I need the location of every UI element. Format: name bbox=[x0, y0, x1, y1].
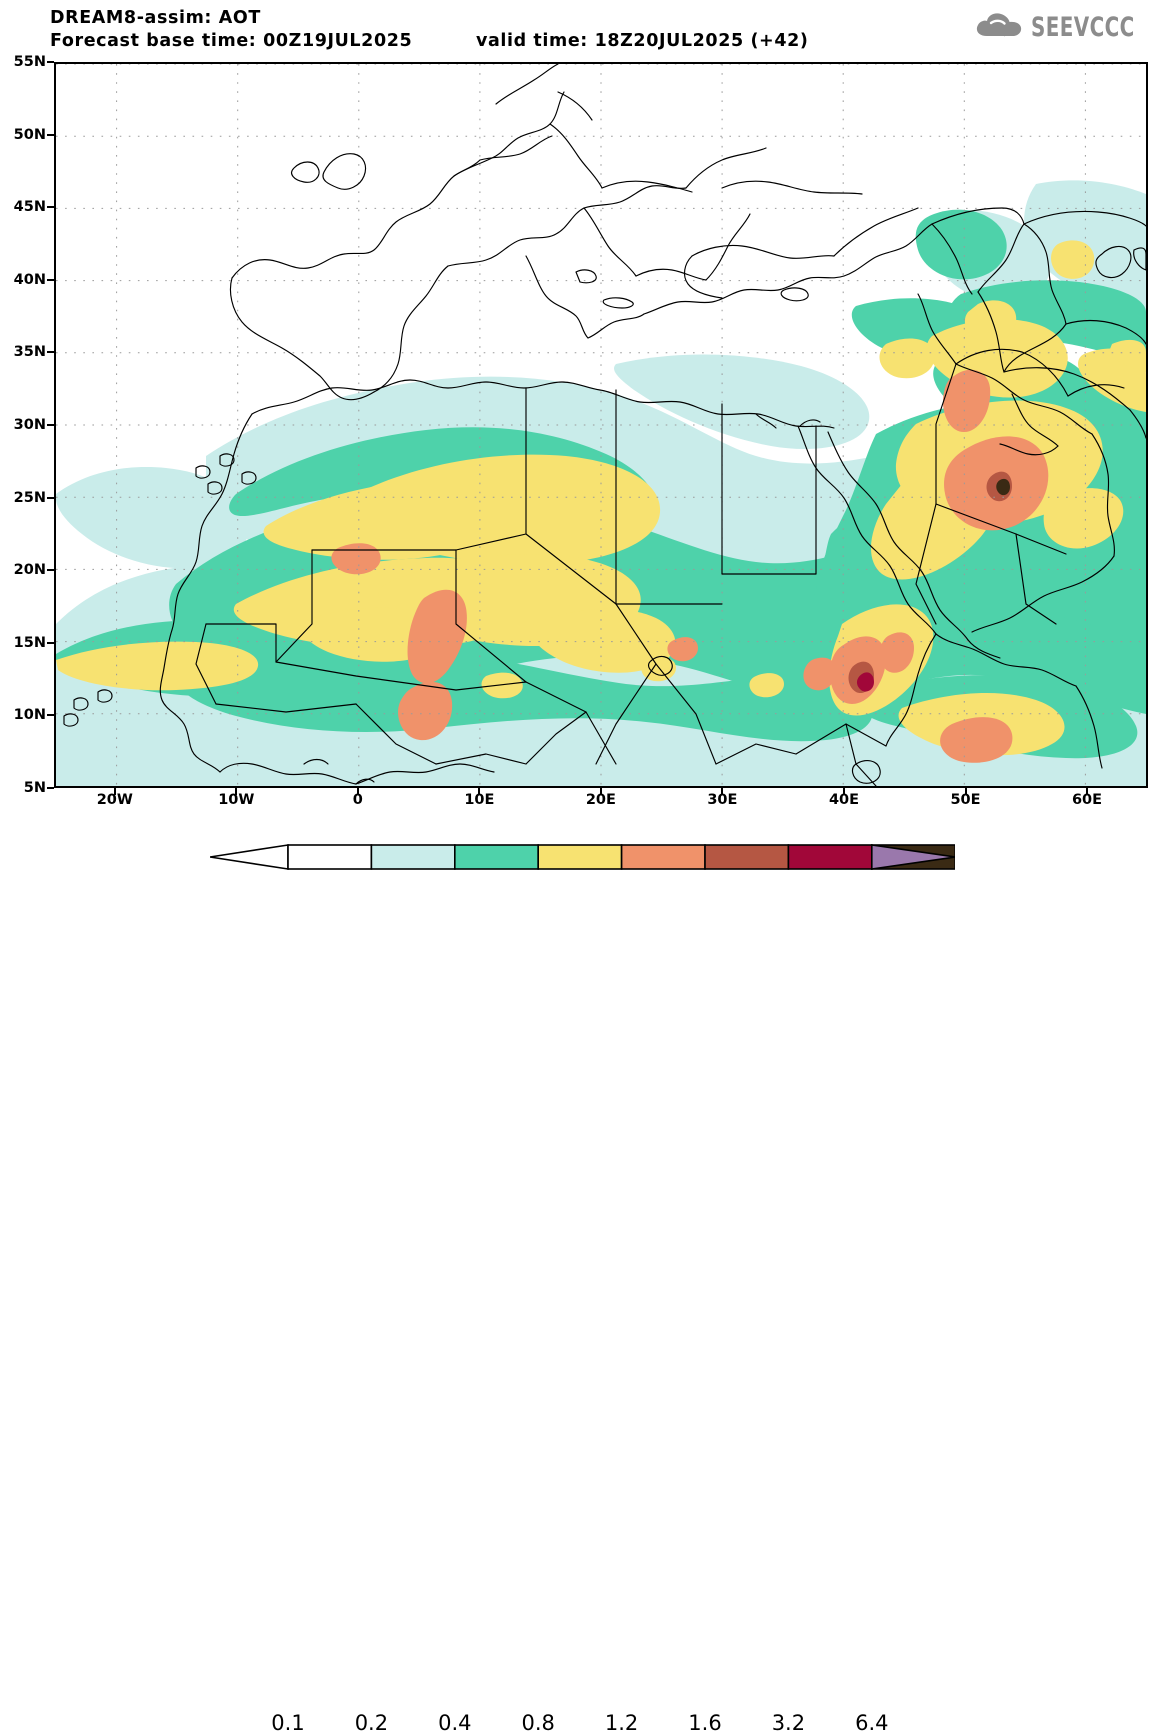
xtick-mark bbox=[113, 788, 116, 795]
aot-colorbar[interactable]: 0.1 0.2 0.4 0.8 1.2 1.6 3.2 6.4 bbox=[210, 843, 955, 1735]
colorbar-label-0.8: 0.8 bbox=[521, 1711, 555, 1735]
ytick-label-10n: 10N bbox=[13, 707, 46, 724]
axis-labels-layer: 55N 50N 45N 40N 35N 30N 25N 20N 15N 10N … bbox=[13, 54, 1103, 808]
forecast-base-time-label: Forecast base time: 00Z19JUL2025 bbox=[50, 31, 413, 51]
xtick-label-10w: 10W bbox=[218, 792, 255, 808]
colorbar-label-3.2: 3.2 bbox=[771, 1711, 806, 1735]
band-0.8 bbox=[331, 369, 1049, 763]
aot-contour-bands bbox=[56, 180, 1146, 786]
ytick-label-20n: 20N bbox=[13, 562, 46, 579]
xtick-label-10e: 10E bbox=[464, 792, 495, 808]
ytick-mark bbox=[47, 424, 54, 426]
xtick-mark bbox=[356, 788, 359, 795]
ytick-mark bbox=[47, 569, 54, 572]
ytick-mark bbox=[47, 206, 54, 209]
ytick-label-15n: 15N bbox=[13, 634, 46, 651]
xtick-label-20w: 20W bbox=[96, 792, 133, 808]
ytick-label-45n: 45N bbox=[13, 199, 46, 216]
ytick-mark bbox=[47, 714, 54, 717]
xtick-label-60e: 60E bbox=[1071, 792, 1103, 808]
ytick-label-35n: 35N bbox=[13, 344, 46, 361]
colorbar-label-0.1: 0.1 bbox=[271, 1711, 305, 1735]
cloud-arrow-icon bbox=[976, 13, 1021, 37]
ytick-mark bbox=[47, 61, 54, 63]
ytick-mark bbox=[47, 133, 54, 136]
ytick-mark bbox=[47, 787, 54, 789]
colorbar-label-1.6: 1.6 bbox=[688, 1711, 722, 1735]
seevccc-logo: SEEVCCC bbox=[973, 8, 1157, 46]
chart-header: DREAM8-assim: AOT Forecast base time: 00… bbox=[0, 0, 1165, 60]
ytick-label-55n: 55N bbox=[13, 54, 46, 70]
colorbar-label-6.4: 6.4 bbox=[855, 1711, 889, 1735]
map-plot-area[interactable] bbox=[54, 62, 1148, 788]
xtick-mark bbox=[478, 788, 481, 795]
ytick-label-50n: 50N bbox=[13, 126, 46, 143]
xtick-label-50e: 50E bbox=[950, 792, 981, 808]
colorbar-label-0.2: 0.2 bbox=[354, 1711, 389, 1735]
xtick-mark bbox=[964, 788, 967, 795]
colorbar-swatches bbox=[210, 844, 955, 870]
xtick-mark bbox=[721, 788, 724, 795]
xtick-mark bbox=[843, 788, 845, 795]
colorbar-label-1.2: 1.2 bbox=[604, 1711, 639, 1735]
ytick-mark bbox=[47, 496, 54, 499]
band-0.4 bbox=[56, 240, 1146, 756]
valid-time-label: valid time: 18Z20JUL2025 (+42) bbox=[476, 31, 809, 51]
xtick-mark bbox=[599, 788, 602, 795]
logo-text: SEEVCCC bbox=[1030, 11, 1135, 43]
map-gridlines bbox=[56, 64, 1146, 786]
ytick-mark bbox=[47, 641, 54, 644]
ytick-mark bbox=[47, 278, 54, 281]
colorbar-label-0.4: 0.4 bbox=[438, 1711, 472, 1735]
aot-contour-map bbox=[56, 64, 1146, 786]
xtick-label-30e: 30E bbox=[707, 792, 738, 808]
ytick-label-30n: 30N bbox=[13, 417, 46, 433]
model-title: DREAM8-assim: AOT bbox=[50, 8, 261, 28]
band-1.6 bbox=[856, 478, 1010, 692]
ytick-label-40n: 40N bbox=[13, 271, 46, 288]
xtick-mark bbox=[235, 788, 238, 795]
ytick-label-25n: 25N bbox=[13, 489, 46, 506]
ytick-mark bbox=[47, 351, 54, 354]
xtick-label-0: 0 bbox=[352, 792, 363, 808]
xtick-label-20e: 20E bbox=[585, 792, 616, 808]
ytick-label-5n: 5N bbox=[23, 780, 46, 796]
xtick-mark bbox=[1086, 788, 1088, 795]
xtick-label-40e: 40E bbox=[828, 792, 860, 808]
coastlines-and-borders bbox=[63, 64, 1146, 786]
